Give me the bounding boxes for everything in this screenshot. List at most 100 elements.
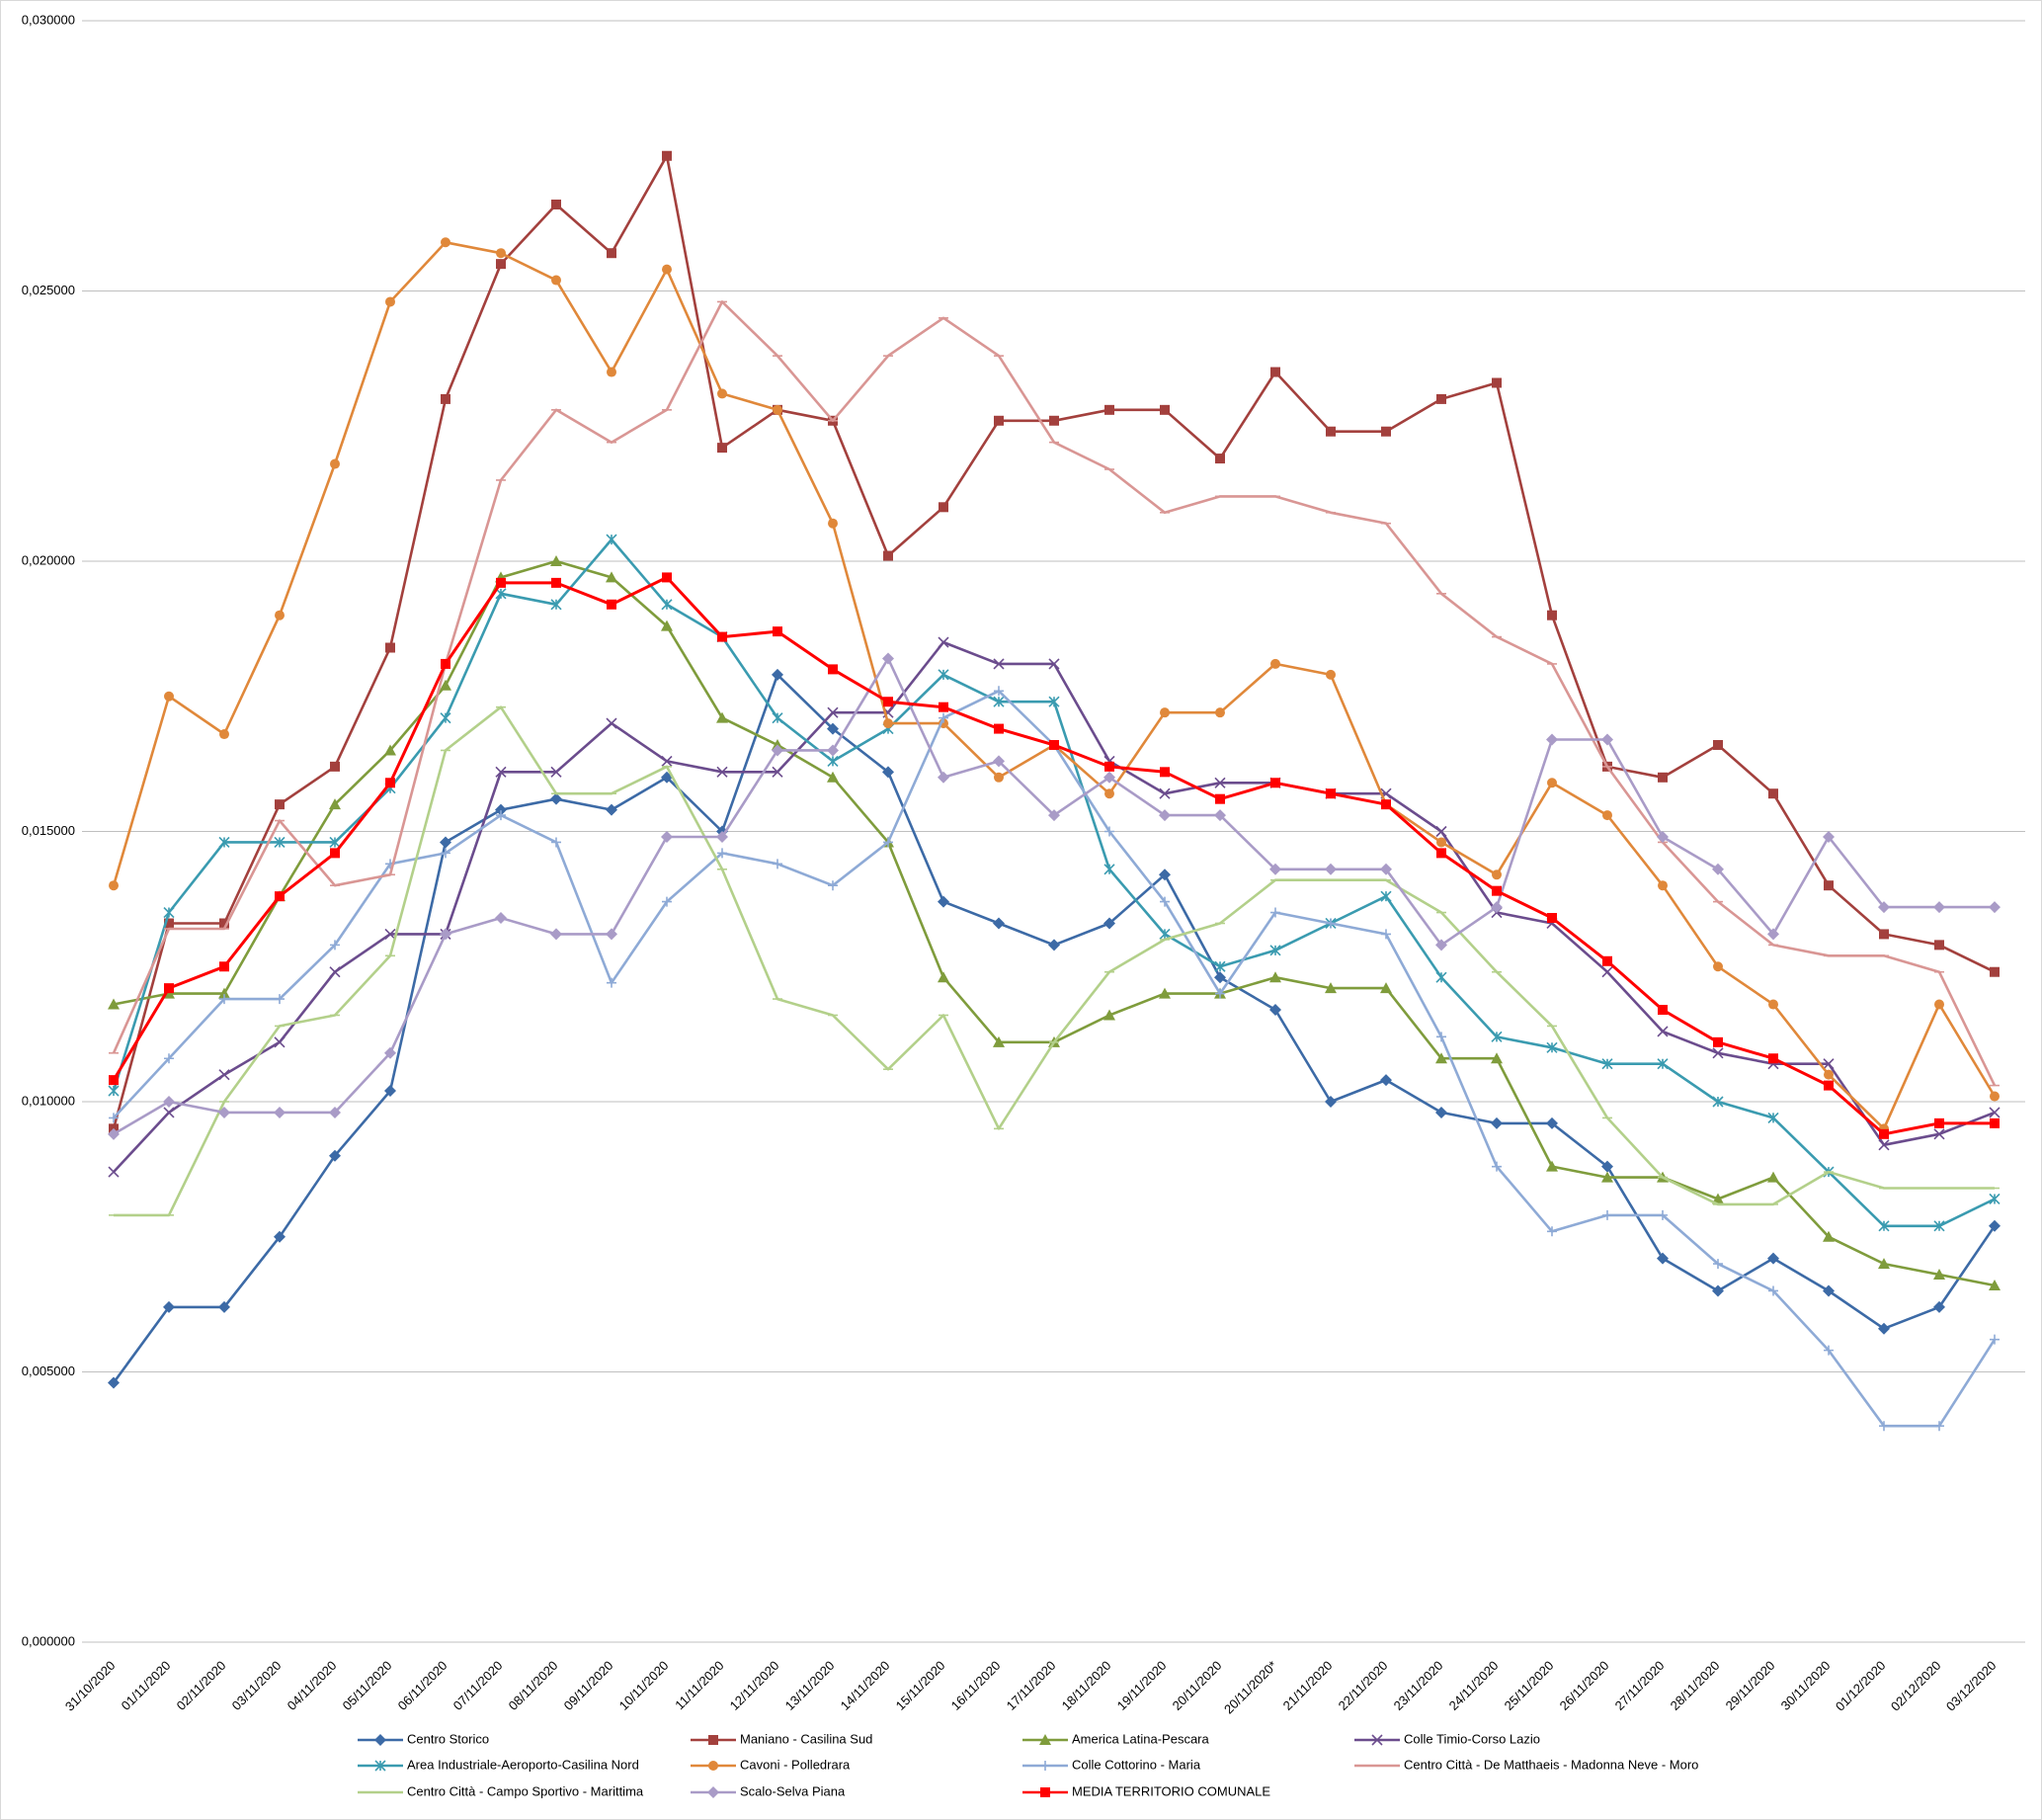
legend-label: Centro Storico <box>407 1731 489 1746</box>
marker <box>329 836 341 849</box>
marker <box>773 404 782 415</box>
marker <box>827 744 839 757</box>
marker <box>994 415 1004 426</box>
marker <box>1933 901 1945 914</box>
marker <box>164 918 174 929</box>
series <box>109 705 2000 1217</box>
y-tick-label: 0,025000 <box>22 283 75 297</box>
y-tick-label: 0,030000 <box>22 12 75 27</box>
marker <box>108 998 120 1010</box>
marker <box>606 928 617 941</box>
marker <box>772 744 783 757</box>
marker <box>939 502 948 513</box>
marker <box>108 1085 120 1097</box>
marker <box>1767 1112 1779 1123</box>
marker <box>274 1230 286 1243</box>
marker <box>1049 415 1059 426</box>
marker <box>1768 999 1778 1010</box>
marker <box>1435 1052 1447 1064</box>
marker <box>938 771 949 784</box>
marker <box>274 836 286 849</box>
marker <box>1768 1285 1778 1296</box>
marker <box>1270 658 1280 669</box>
marker <box>1990 1091 2000 1102</box>
marker <box>385 642 395 653</box>
marker <box>827 771 839 783</box>
marker <box>495 588 507 600</box>
marker <box>164 1053 174 1064</box>
marker <box>274 1036 286 1048</box>
marker <box>1159 809 1171 822</box>
marker <box>1214 777 1226 788</box>
marker <box>1933 1128 1945 1140</box>
marker <box>1160 707 1170 718</box>
marker <box>550 766 562 778</box>
marker <box>994 723 1004 734</box>
marker <box>1215 793 1225 804</box>
marker <box>1160 767 1170 778</box>
series <box>108 636 2001 1178</box>
marker <box>1823 830 1835 843</box>
marker <box>550 599 562 611</box>
marker <box>1713 1036 1723 1047</box>
marker <box>1824 1069 1834 1080</box>
marker <box>1878 1139 1890 1151</box>
marker <box>1933 1300 1945 1313</box>
marker <box>218 836 230 849</box>
marker <box>1657 1252 1669 1265</box>
marker <box>1933 1269 1945 1281</box>
marker <box>1767 1171 1779 1183</box>
marker <box>1990 1117 2000 1128</box>
marker <box>1712 1096 1724 1108</box>
marker <box>441 237 450 248</box>
marker <box>496 248 506 259</box>
marker <box>1381 929 1391 940</box>
marker <box>717 631 727 642</box>
marker <box>329 1149 341 1162</box>
marker <box>441 658 450 669</box>
marker <box>993 1035 1005 1047</box>
marker <box>1934 1117 1944 1128</box>
marker <box>1380 982 1392 994</box>
marker <box>717 443 727 454</box>
series <box>109 572 2000 1139</box>
marker <box>550 928 562 941</box>
marker <box>882 766 894 779</box>
marker <box>883 718 893 729</box>
marker <box>384 1085 396 1098</box>
marker <box>828 880 838 891</box>
marker <box>1878 901 1890 914</box>
marker <box>1712 863 1724 875</box>
marker <box>827 706 839 718</box>
marker <box>1048 696 1060 707</box>
marker <box>1436 1032 1446 1042</box>
legend-label: Maniano - Casilina Sud <box>740 1731 872 1746</box>
marker <box>1159 869 1171 881</box>
marker <box>1878 1322 1890 1335</box>
y-tick-label: 0,015000 <box>22 823 75 838</box>
marker <box>994 686 1004 697</box>
marker <box>274 1106 286 1118</box>
marker <box>1879 1421 1889 1432</box>
marker <box>1270 367 1280 377</box>
marker <box>1658 1209 1668 1220</box>
marker <box>1601 1160 1613 1173</box>
marker <box>1547 1226 1557 1237</box>
series <box>109 150 2000 1134</box>
marker <box>1934 940 1944 951</box>
marker <box>1546 1041 1558 1053</box>
marker <box>109 880 119 891</box>
marker <box>1103 864 1115 875</box>
marker <box>1325 863 1337 875</box>
marker <box>773 626 782 637</box>
marker <box>882 652 894 665</box>
marker <box>1491 901 1503 914</box>
marker <box>1601 966 1613 978</box>
marker <box>662 896 672 907</box>
marker <box>993 696 1005 707</box>
marker <box>1326 788 1336 799</box>
marker <box>938 895 949 908</box>
marker <box>1602 810 1612 821</box>
marker <box>1325 1096 1337 1108</box>
marker <box>1270 778 1280 788</box>
